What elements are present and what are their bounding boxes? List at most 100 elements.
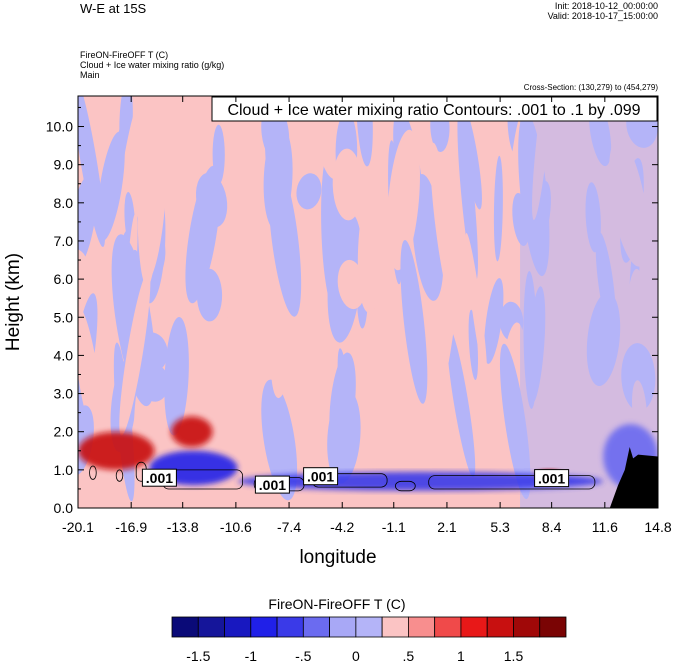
colorbar-label: 1 [457,648,465,664]
colorbar-swatch [460,616,488,638]
field-streak [215,280,254,452]
contour-label: .001 [307,469,334,485]
field-streak [400,239,428,404]
contour-label-box [303,467,339,486]
contour-info-box: Cloud + Ice water mixing ratio Contours:… [211,96,658,122]
colorbar-swatch [355,616,383,638]
cloud-contour-line [428,475,596,490]
domain-name: Main [80,70,100,80]
y-tick-label: 1.0 [54,462,74,478]
y-tick-label: 0.0 [54,500,74,516]
cloud-contour-line [115,469,124,482]
y-tick-label: 6.0 [54,271,74,287]
colorbar-swatch [250,616,278,638]
init-valid-block: Init: 2018-10-12_00:00:00 Valid: 2018-10… [548,1,658,21]
x-tick-label: -16.9 [115,519,147,535]
x-tick-label: -13.8 [167,519,199,535]
contour-label-box [534,469,570,488]
field-streak [229,190,247,250]
temperature-anomaly [78,431,155,470]
colorbar-swatch [171,616,199,638]
contour-labels: .001 .001 .001 .001 [141,467,570,494]
valid-time: Valid: 2018-10-17_15:00:00 [547,11,658,21]
x-axis: -20.1 -16.9 -13.8 -10.6 -7.4 -4.2 -1.1 2.1 5.3 8.… [62,96,672,535]
x-tick-label: 14.8 [644,519,671,535]
x-tick-label: -20.1 [62,519,94,535]
contour-label-box [254,475,290,494]
field-streak [493,155,503,262]
field-streak [337,348,353,454]
colorbar-title: FireON-FireOFF T (C) [268,596,406,612]
x-tick-label: -7.4 [277,519,301,535]
field-streak [137,124,158,287]
y-axis-title: Height (km) [3,253,24,351]
field-name: FireON-FireOFF T (C) [80,50,169,60]
field-streak [459,101,482,210]
field-streak [202,305,232,396]
field-streak [268,159,302,317]
colorbar-swatch [381,616,409,638]
y-tick-label: 3.0 [54,386,74,402]
field-streak [196,268,223,322]
contour-info-text: Cloud + Ice water mixing ratio Contours:… [227,102,640,119]
field-streak [164,316,189,436]
colorbar: -1.5 -1 -.5 0 .5 1 1.5 [171,616,567,664]
y-axis: 0.0 1.0 2.0 3.0 4.0 5.0 6.0 7.0 8.0 9.0 10.0 [46,106,658,516]
x-tick-label: 5.3 [490,519,510,535]
variable-info: FireON-FireOFF T (C) Cloud + Ice water m… [80,50,224,80]
field-streak [296,173,322,210]
x-axis-title: longitude [299,547,376,568]
colorbar-swatch [539,616,567,638]
x-tick-label: -4.2 [330,519,354,535]
contour-label-box [141,468,177,487]
contour-label: .001 [538,471,565,487]
field-streak [142,365,169,402]
contour-label: .001 [146,470,173,486]
cross-section-label: Cross-Section: (130,279) to (454,279) [523,83,658,92]
y-tick-label: 7.0 [54,233,74,249]
colorbar-swatch [513,616,541,638]
y-tick-label: 10.0 [46,119,73,135]
field-streak [457,108,478,282]
field-streak [261,379,298,501]
y-tick-label: 4.0 [54,347,74,363]
field-streak [195,172,228,228]
x-tick-label: 2.1 [437,519,457,535]
field-streak [78,96,106,248]
y-tick-label: 5.0 [54,309,74,325]
field-streak [212,124,225,185]
colorbar-label: -1 [245,648,258,664]
temperature-anomaly [171,416,213,448]
x-tick-label: -10.6 [220,519,252,535]
field-streak [97,131,125,242]
field-streak [119,271,151,436]
field-streak [387,129,420,271]
field-streak [430,142,457,311]
field-streak [435,253,459,400]
x-tick-label: 8.4 [542,519,562,535]
field-streak [78,306,102,440]
x-tick-label: -1.1 [382,519,406,535]
contour-info-box-frame [211,96,658,122]
plot-frame [77,95,659,509]
overlay-field-name: Cloud + Ice water mixing ratio (g/kg) [80,60,225,70]
colorbar-label: -.5 [295,648,312,664]
colorbar-swatch [197,616,225,638]
colorbar-swatch [302,616,330,638]
chart-title: W-E at 15S [80,1,147,16]
field-streak [465,232,488,378]
init-time: Init: 2018-10-12_00:00:00 [554,1,658,11]
contour-label: .001 [259,477,286,493]
temperature-difference-field [78,96,658,508]
colorbar-swatch [276,616,304,638]
colorbar-swatch [407,616,436,638]
terrain [609,447,658,508]
colorbar-swatch [329,616,357,638]
colorbar-swatch [434,616,462,638]
cloud-contour-line [394,480,416,492]
field-streak [484,278,504,364]
field-streak [289,337,327,471]
x-tick-label: 11.6 [592,519,618,535]
field-streak [357,170,390,313]
